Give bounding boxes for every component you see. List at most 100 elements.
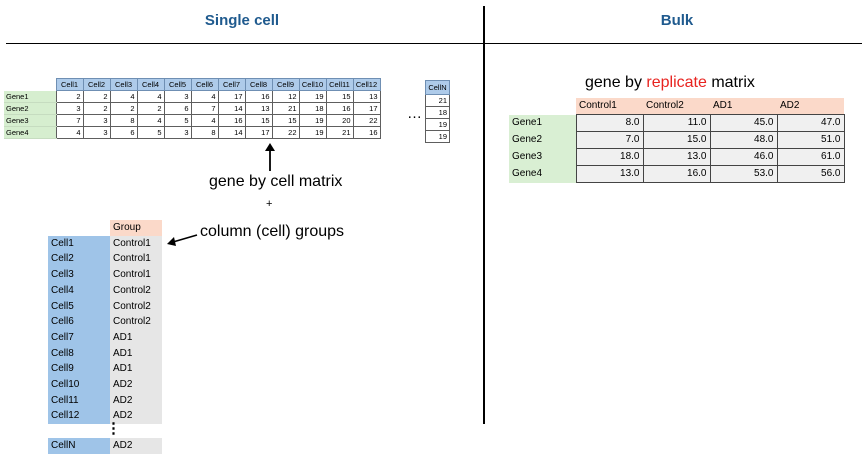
matrix-value: 4 xyxy=(136,114,165,127)
bulk-value: 7.0 xyxy=(575,131,644,149)
cell-column-header: Cell8 xyxy=(244,78,273,91)
group-cell-name: Cell11 xyxy=(48,392,110,409)
cell-column-header: Cell9 xyxy=(271,78,300,91)
matrix-value: 5 xyxy=(163,114,192,127)
bulk-gene-label: Gene2 xyxy=(509,131,576,149)
cell-n-row: 18 xyxy=(425,106,450,119)
matrix-value: 13 xyxy=(244,102,273,115)
replicate-column-header: AD2 xyxy=(777,98,844,115)
cell-column-header: Cell3 xyxy=(109,78,138,91)
group-cell-name: Cell5 xyxy=(48,298,110,315)
group-label: AD1 xyxy=(110,345,162,362)
bulk-value: 56.0 xyxy=(776,165,845,183)
matrix-value: 19 xyxy=(298,126,327,139)
matrix-value: 19 xyxy=(298,114,327,127)
cell-n-value: 19 xyxy=(425,130,450,143)
matrix-value: 15 xyxy=(244,114,273,127)
matrix-value: 16 xyxy=(325,102,354,115)
bulk-title-suffix: matrix xyxy=(706,74,755,91)
bulk-row: Gene2 7.0 15.0 48.0 51.0 xyxy=(509,131,845,149)
cell-group-table: Group Cell1 Control1 Cell2 Control1 Cell3 Cont… xyxy=(48,220,162,425)
group-row: Cell3 Control1 xyxy=(48,267,162,283)
matrix-value: 7 xyxy=(55,114,84,127)
matrix-value: 3 xyxy=(163,126,192,139)
bulk-corner xyxy=(509,98,576,115)
bulk-value: 45.0 xyxy=(709,114,778,132)
cell-n-row: 19 xyxy=(425,118,450,131)
matrix-value: 15 xyxy=(325,90,354,103)
bulk-title-highlight: replicate xyxy=(646,74,707,91)
left-arrow-icon xyxy=(167,234,198,246)
group-row: Cell12 AD2 xyxy=(48,408,162,425)
group-header: Group xyxy=(110,220,162,236)
bulk-value: 48.0 xyxy=(709,131,778,149)
group-cell-name: Cell1 xyxy=(48,235,110,252)
gene-by-cell-matrix: Cell1 Cell2 Cell3 Cell4 Cell5 Cell6 Cell7 Cell8… xyxy=(4,78,381,139)
matrix-value: 14 xyxy=(217,102,246,115)
matrix-value: 4 xyxy=(109,90,138,103)
cell-n-column: CellN 21 18 19 19 xyxy=(425,80,450,143)
matrix-value: 17 xyxy=(352,102,381,115)
bulk-value: 13.0 xyxy=(575,165,644,183)
single-cell-header: Single cell xyxy=(204,12,280,29)
up-arrow-icon xyxy=(265,143,275,171)
section-divider xyxy=(483,6,485,424)
bulk-value: 47.0 xyxy=(776,114,845,132)
plus-sign: + xyxy=(266,198,273,210)
matrix-value: 13 xyxy=(352,90,381,103)
gene-by-replicate-matrix: Control1 Control2 AD1 AD2 Gene1 8.0 11.0 45.0 47… xyxy=(509,98,845,183)
matrix-value: 4 xyxy=(136,90,165,103)
replicate-column-header: Control1 xyxy=(576,98,643,115)
bulk-gene-label: Gene4 xyxy=(509,165,576,183)
matrix-value: 22 xyxy=(352,114,381,127)
cell-n-value: 18 xyxy=(425,106,450,119)
gene-row-label: Gene3 xyxy=(4,114,56,127)
matrix-value: 4 xyxy=(190,114,219,127)
matrix-row: Gene3 7 3 8 4 5 4 16 15 15 19 20 22 xyxy=(4,114,381,127)
group-row: Cell6 Control2 xyxy=(48,314,162,330)
cell-column-header: Cell7 xyxy=(217,78,246,91)
matrix-value: 16 xyxy=(244,90,273,103)
bulk-value: 8.0 xyxy=(575,114,644,132)
matrix-value: 2 xyxy=(82,90,111,103)
cell-column-header: Cell6 xyxy=(190,78,219,91)
matrix-value: 2 xyxy=(109,102,138,115)
bulk-row: Gene3 18.0 13.0 46.0 61.0 xyxy=(509,148,845,166)
matrix-value: 3 xyxy=(55,102,84,115)
matrix-value: 5 xyxy=(136,126,165,139)
group-label: AD2 xyxy=(110,392,162,409)
group-cell-name: Cell7 xyxy=(48,329,110,346)
cell-n-group-row: CellN AD2 xyxy=(48,438,162,454)
group-cell-name: Cell3 xyxy=(48,267,110,283)
matrix-value: 3 xyxy=(82,114,111,127)
matrix-value: 2 xyxy=(136,102,165,115)
gene-row-label: Gene1 xyxy=(4,90,56,103)
matrix-value: 6 xyxy=(109,126,138,139)
header-divider xyxy=(6,43,862,44)
bulk-value: 11.0 xyxy=(642,114,711,132)
group-label: Control1 xyxy=(110,251,162,268)
group-label: Control2 xyxy=(110,282,162,299)
matrix-value: 3 xyxy=(163,90,192,103)
matrix-header-row: Cell1 Cell2 Cell3 Cell4 Cell5 Cell6 Cell7 Cell8… xyxy=(4,78,381,91)
matrix-value: 8 xyxy=(109,114,138,127)
group-row: Cell2 Control1 xyxy=(48,251,162,268)
matrix-value: 21 xyxy=(271,102,300,115)
bulk-row: Gene1 8.0 11.0 45.0 47.0 xyxy=(509,114,845,132)
group-label: AD1 xyxy=(110,361,162,378)
cell-n-name: CellN xyxy=(48,438,110,454)
matrix-row: Gene4 4 3 6 5 3 8 14 17 22 19 21 16 xyxy=(4,126,381,139)
group-cell-name: Cell9 xyxy=(48,361,110,378)
bulk-value: 51.0 xyxy=(776,131,845,149)
matrix-value: 16 xyxy=(352,126,381,139)
group-label: AD2 xyxy=(110,408,162,425)
cell-n-row: 21 xyxy=(425,94,450,107)
replicate-column-header: AD1 xyxy=(710,98,777,115)
gene-row-label: Gene2 xyxy=(4,102,56,115)
matrix-row: Gene2 3 2 2 2 6 7 14 13 21 18 16 17 xyxy=(4,102,381,115)
group-label: Control2 xyxy=(110,298,162,315)
gene-row-label: Gene4 xyxy=(4,126,56,139)
replicate-column-header: Control2 xyxy=(643,98,710,115)
group-label: Control1 xyxy=(110,267,162,283)
cell-n-header: CellN xyxy=(425,80,450,95)
